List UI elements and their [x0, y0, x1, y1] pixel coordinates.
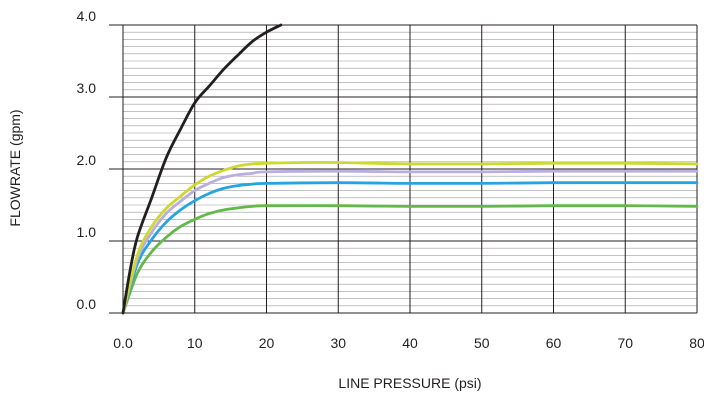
y-axis-title: FLOWRATE (gpm)	[7, 109, 23, 226]
y-tick-label: 3.0	[77, 80, 97, 96]
x-axis-title: LINE PRESSURE (psi)	[338, 375, 481, 391]
grid	[109, 24, 698, 314]
series-line	[121, 204, 699, 315]
series-line	[121, 169, 699, 315]
x-tick-label: 70	[617, 335, 633, 351]
x-tick-labels: 0.0 10 20 30 40 50 60 70 80	[113, 335, 704, 351]
series-line	[121, 160, 699, 315]
series-lines	[121, 23, 699, 315]
y-tick-label: 4.0	[77, 8, 97, 24]
x-tick-label: 60	[546, 335, 562, 351]
y-tick-label: 1.0	[77, 224, 97, 240]
x-tick-label: 20	[259, 335, 275, 351]
x-tick-label: 40	[402, 335, 418, 351]
x-tick-label: 0.0	[113, 335, 133, 351]
x-tick-label: 50	[474, 335, 490, 351]
y-tick-label: 2.0	[77, 152, 97, 168]
y-tick-labels: 0.0 1.0 2.0 3.0 4.0	[77, 8, 97, 312]
series-line	[121, 181, 699, 315]
x-tick-label: 80	[689, 335, 704, 351]
x-tick-label: 10	[187, 335, 203, 351]
y-tick-label: 0.0	[77, 296, 97, 312]
series-line	[121, 23, 283, 315]
x-tick-label: 30	[330, 335, 346, 351]
